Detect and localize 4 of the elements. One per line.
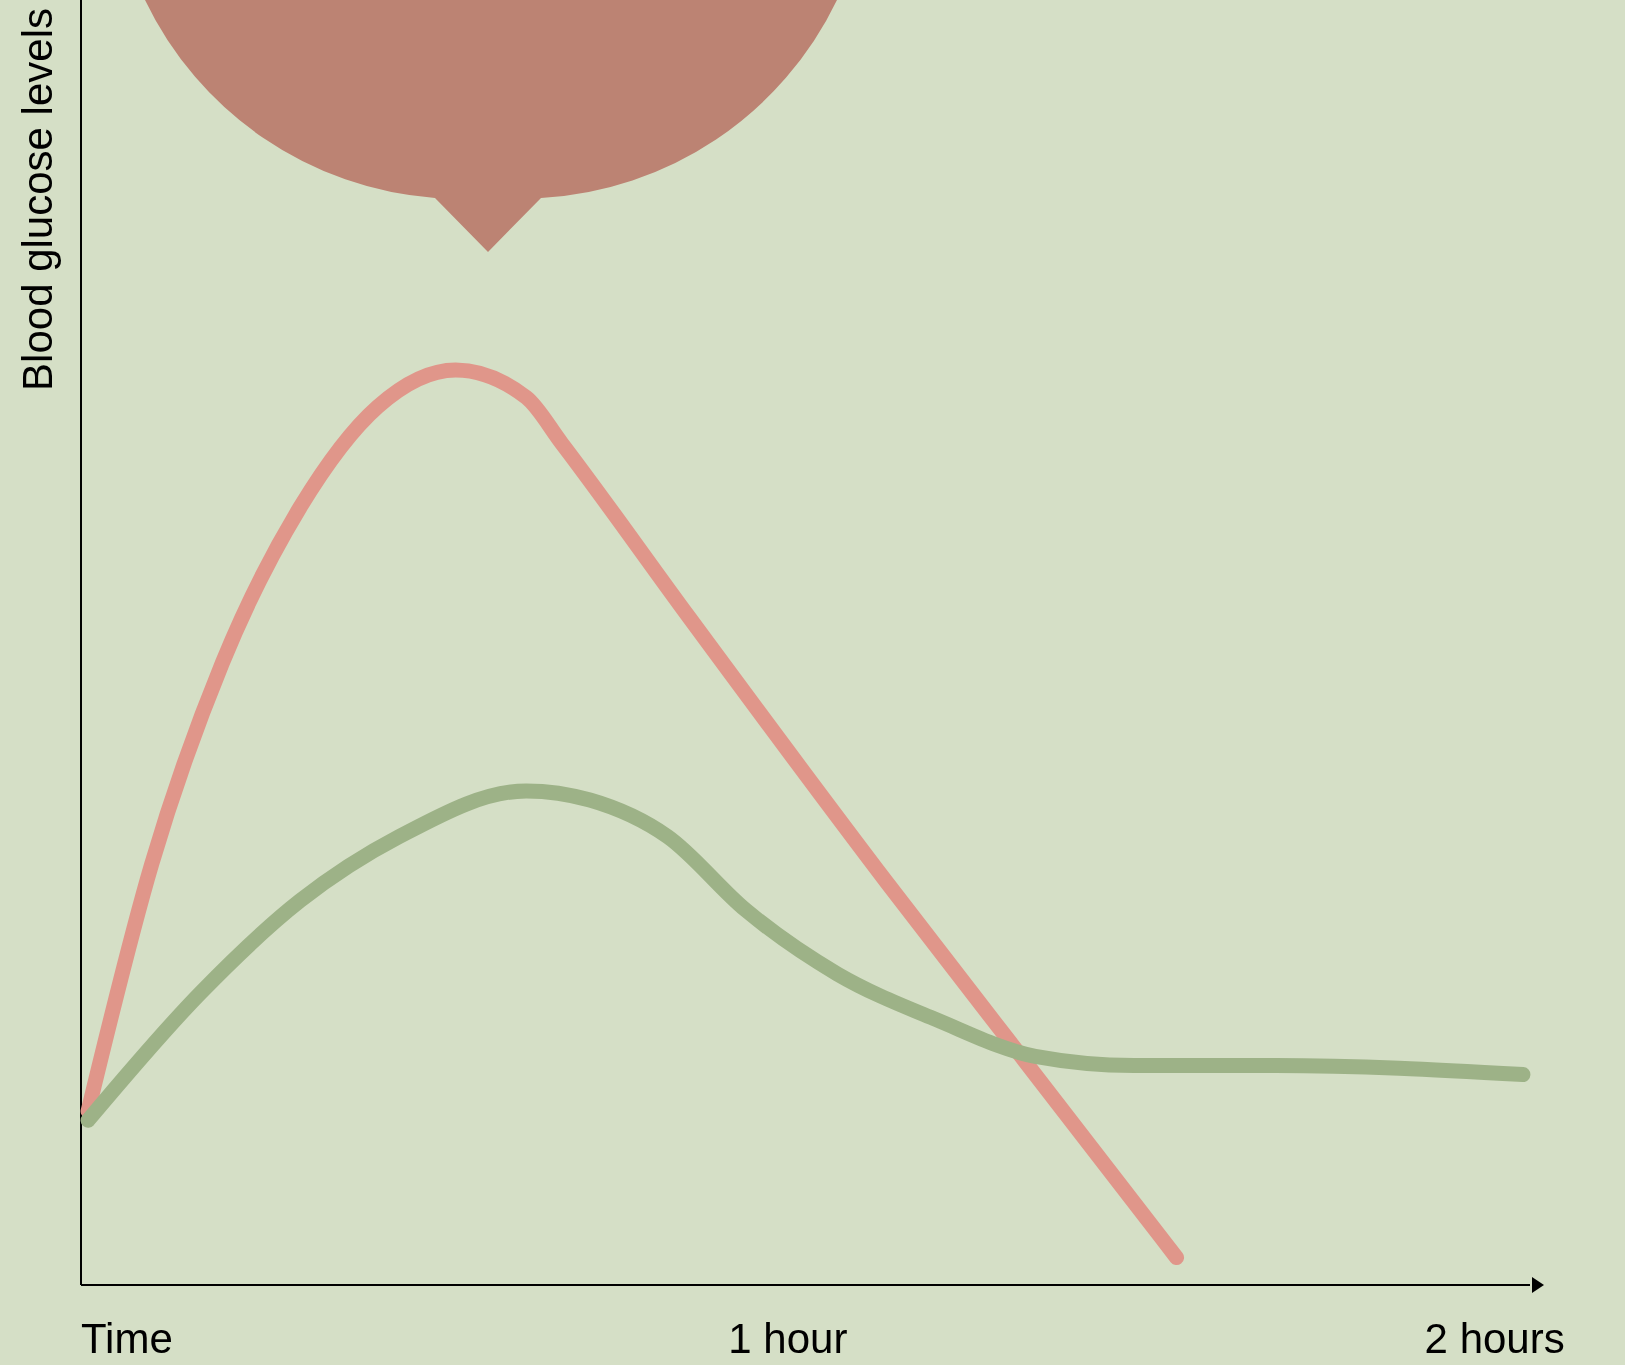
x-tick-label: 2 hours — [1424, 1315, 1565, 1362]
x-axis-title: Time — [81, 1315, 173, 1362]
y-axis-title: Blood glucose levels — [14, 8, 61, 391]
x-tick-label: 1 hour — [728, 1315, 848, 1362]
